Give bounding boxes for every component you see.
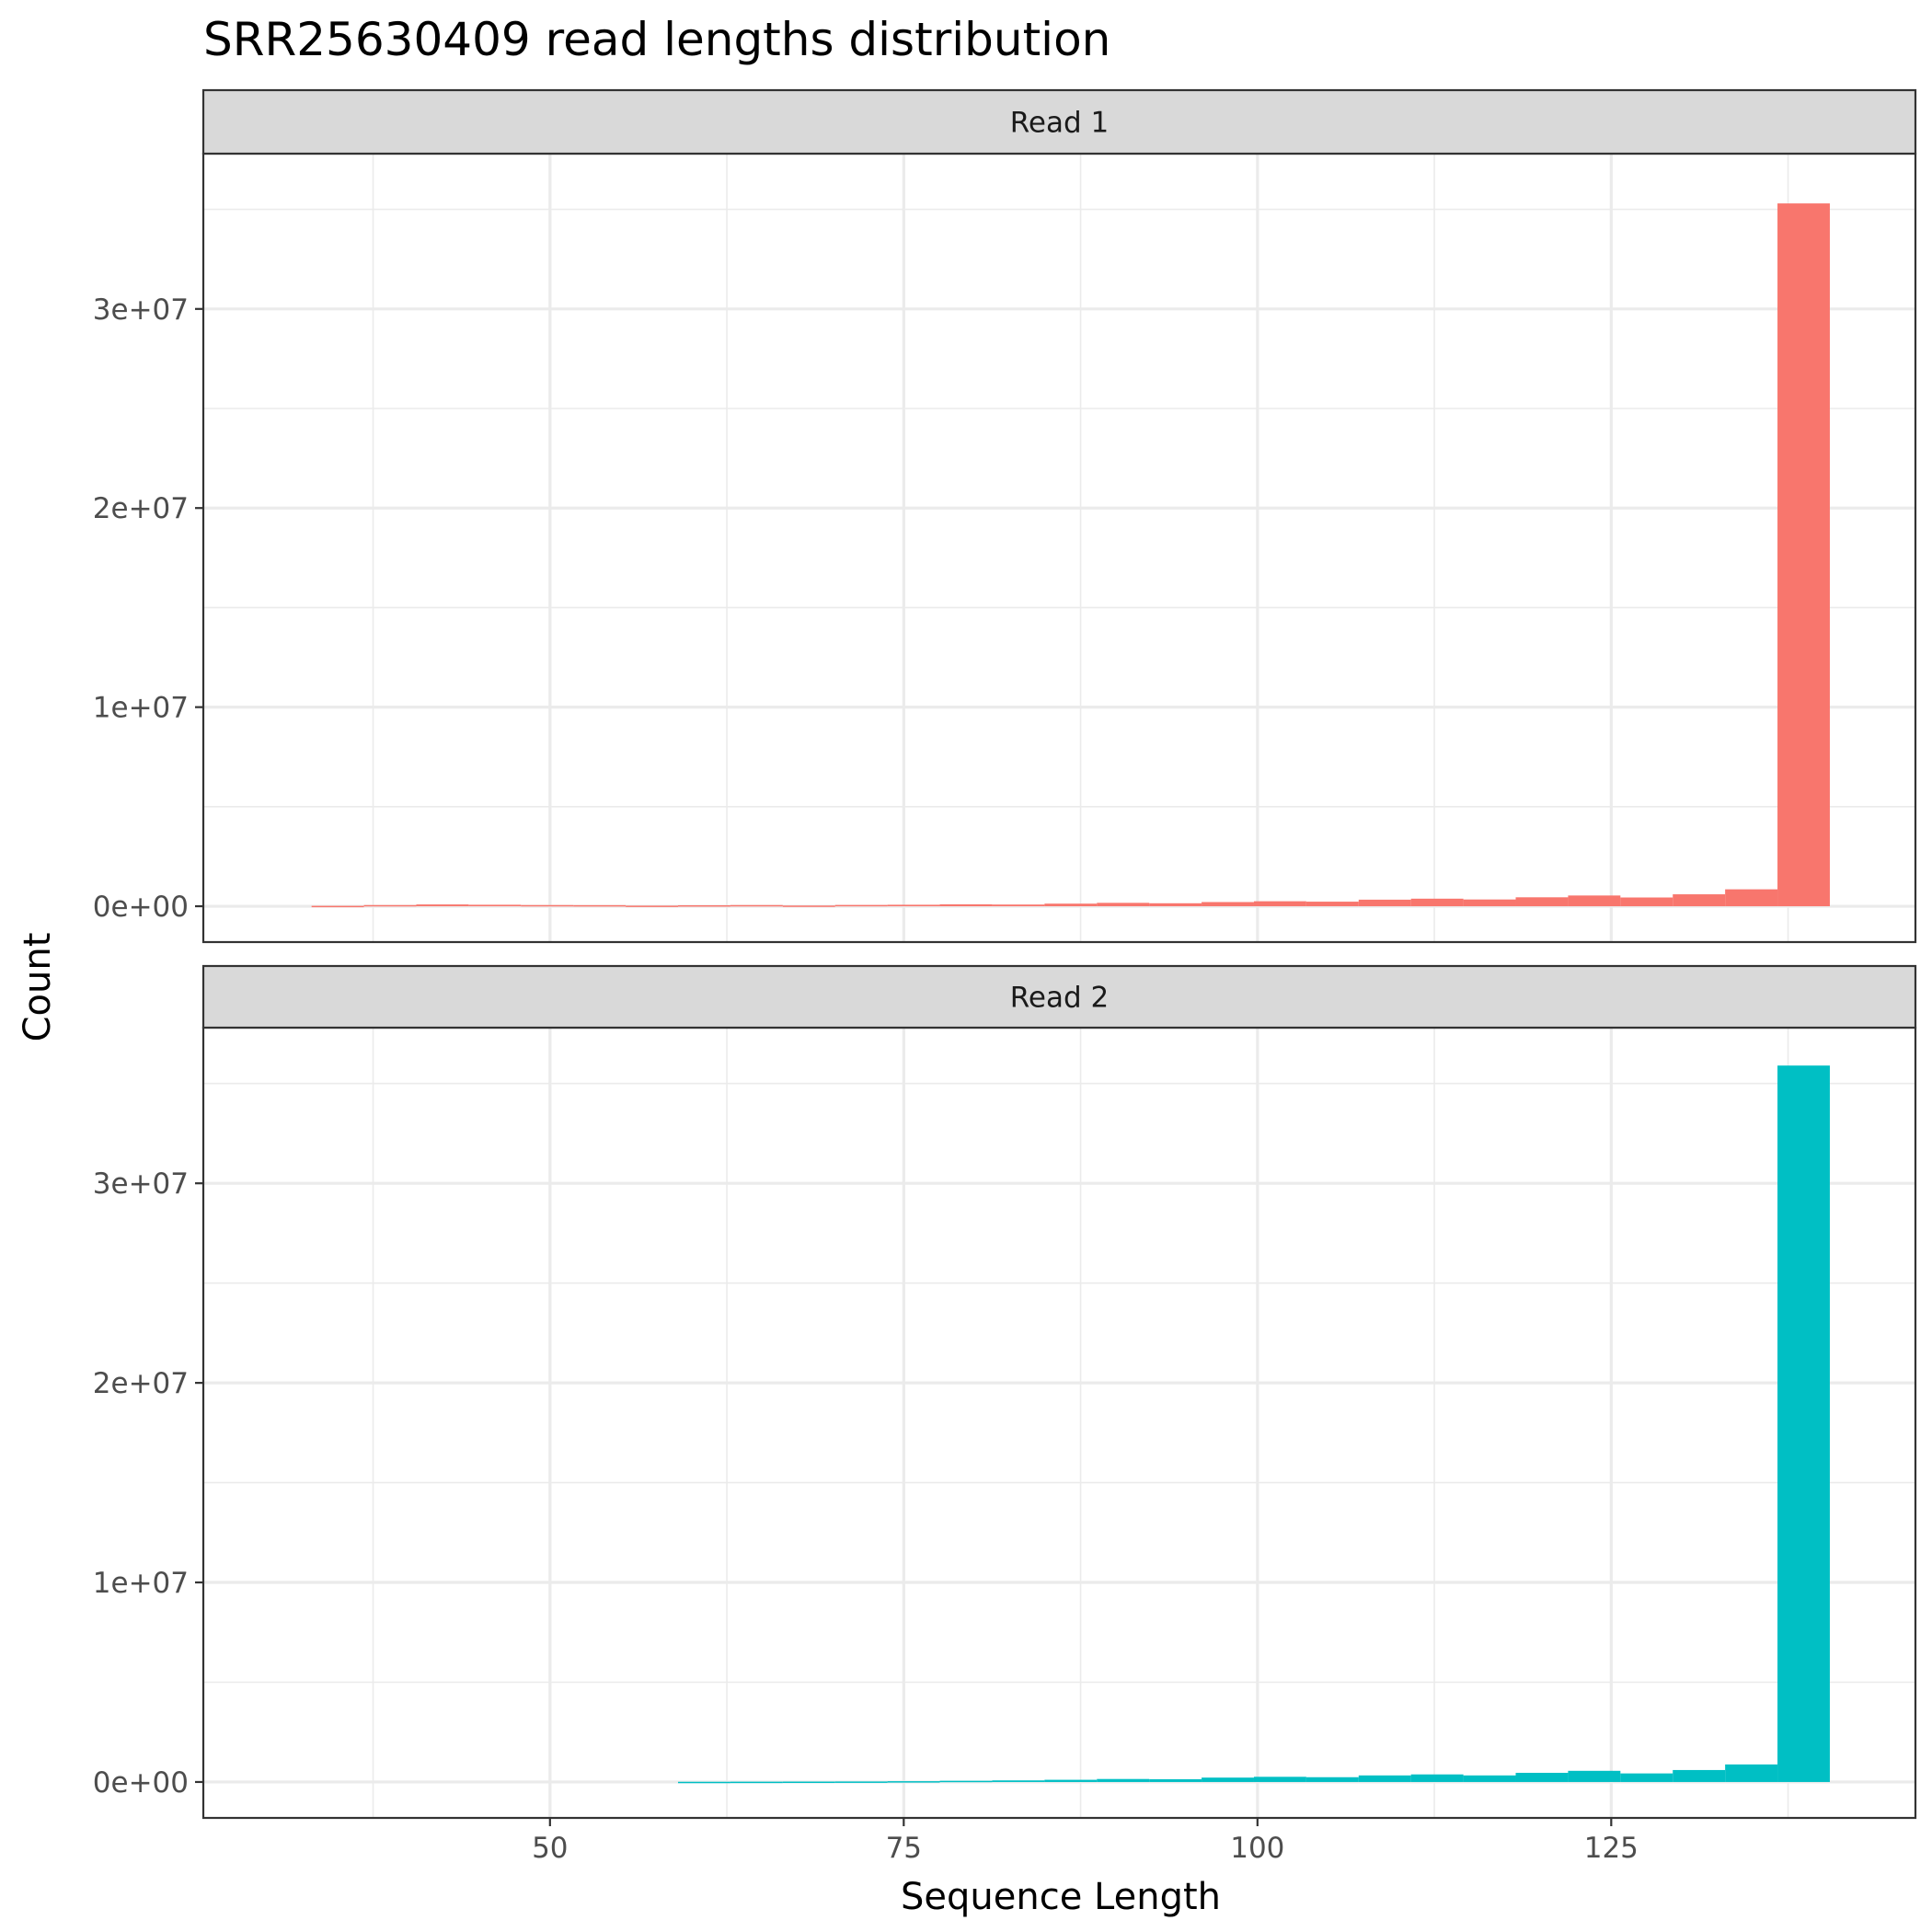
- histogram-bar: [311, 905, 364, 908]
- histogram-bar: [1515, 897, 1569, 907]
- histogram-bar: [678, 904, 730, 907]
- histogram-bar: [1305, 902, 1359, 907]
- histogram-bar: [834, 1781, 888, 1783]
- histogram-bar: [730, 904, 783, 907]
- panel-background: [203, 1028, 1915, 1818]
- histogram-bar: [363, 904, 417, 907]
- y-tick-label: 2e+07: [93, 492, 189, 525]
- histogram-bar: [887, 904, 940, 907]
- histogram-bar: [1620, 1773, 1673, 1782]
- chart-title: SRR25630409 read lengths distribution: [203, 13, 1110, 66]
- histogram-bar: [1044, 903, 1098, 907]
- histogram-bar: [1044, 1779, 1098, 1782]
- histogram-bar: [1149, 1778, 1202, 1782]
- facet-strip: [201, 964, 1917, 1029]
- histogram-bar: [730, 1781, 783, 1784]
- histogram-bar: [782, 905, 835, 907]
- histogram-bar: [992, 904, 1045, 907]
- histogram-bar: [1673, 894, 1726, 907]
- y-tick-label: 1e+07: [93, 692, 189, 725]
- histogram-bar: [1725, 1764, 1778, 1782]
- histogram-bar: [992, 1780, 1045, 1782]
- histogram-bar: [782, 1781, 835, 1784]
- panel-background: [203, 154, 1915, 942]
- y-tick-label: 1e+07: [93, 1567, 189, 1600]
- histogram-bar: [887, 1781, 940, 1783]
- facet-strip-label: Read 2: [1010, 982, 1109, 1015]
- histogram-bar: [939, 1780, 993, 1783]
- histogram-bar: [1253, 1777, 1306, 1782]
- histogram-bar: [521, 904, 574, 907]
- y-tick-label: 0e+00: [93, 1766, 189, 1800]
- histogram-bar: [1410, 898, 1464, 907]
- x-tick-label: 75: [886, 1832, 922, 1865]
- histogram-bar: [1253, 901, 1306, 907]
- histogram-bar: [1149, 903, 1202, 907]
- histogram-bar: [1673, 1769, 1726, 1782]
- histogram-bar: [1725, 889, 1778, 907]
- histogram-bar: [1202, 902, 1254, 907]
- y-tick-label: 3e+07: [93, 293, 189, 327]
- histogram-bar: [1568, 1770, 1621, 1782]
- histogram-bar: [1777, 1065, 1830, 1782]
- x-tick-label: 50: [532, 1832, 568, 1865]
- histogram-bar: [1515, 1772, 1569, 1782]
- panel-1: Read 1 0e+00 1e+07 2e+07 3e+07: [93, 88, 1917, 944]
- facet-strip-label: Read 1: [1010, 107, 1109, 140]
- histogram-bar: [1777, 203, 1830, 907]
- histogram-bar: [1463, 1775, 1516, 1782]
- histogram-bar: [468, 904, 522, 907]
- histogram-bar: [1202, 1777, 1254, 1782]
- histogram-bar: [1305, 1777, 1359, 1782]
- x-tick-label: 100: [1230, 1832, 1284, 1865]
- histogram-bar: [573, 904, 627, 907]
- facet-strip: [201, 88, 1917, 155]
- histogram-bar: [834, 904, 888, 907]
- histogram-bar: [626, 905, 679, 907]
- histogram-bar: [1463, 899, 1516, 907]
- y-tick-label: 2e+07: [93, 1367, 189, 1400]
- histogram-bar: [1568, 895, 1621, 907]
- y-tick-label: 3e+07: [93, 1167, 189, 1201]
- histogram-bar: [1097, 1778, 1150, 1782]
- facet-panels: Read 1 0e+00 1e+07 2e+07 3e+07 Read 2 0e+00 1e+…: [93, 88, 1917, 1865]
- histogram-bar: [1097, 903, 1150, 907]
- y-axis-title: Count: [17, 933, 59, 1042]
- histogram-bar: [1410, 1774, 1464, 1782]
- y-tick-label: 0e+00: [93, 891, 189, 924]
- histogram-bar: [1358, 1775, 1411, 1782]
- histogram-bar: [1620, 897, 1673, 907]
- x-axis-title: Sequence Length: [901, 1876, 1221, 1918]
- panel-2: Read 2 0e+00 1e+07 2e+07 3e+07 50 75 100 125: [93, 964, 1917, 1865]
- x-tick-label: 125: [1584, 1832, 1639, 1865]
- histogram-bar: [1358, 899, 1411, 907]
- histogram-bar: [939, 903, 993, 907]
- histogram-bar: [678, 1781, 730, 1784]
- histogram-bar: [416, 904, 469, 907]
